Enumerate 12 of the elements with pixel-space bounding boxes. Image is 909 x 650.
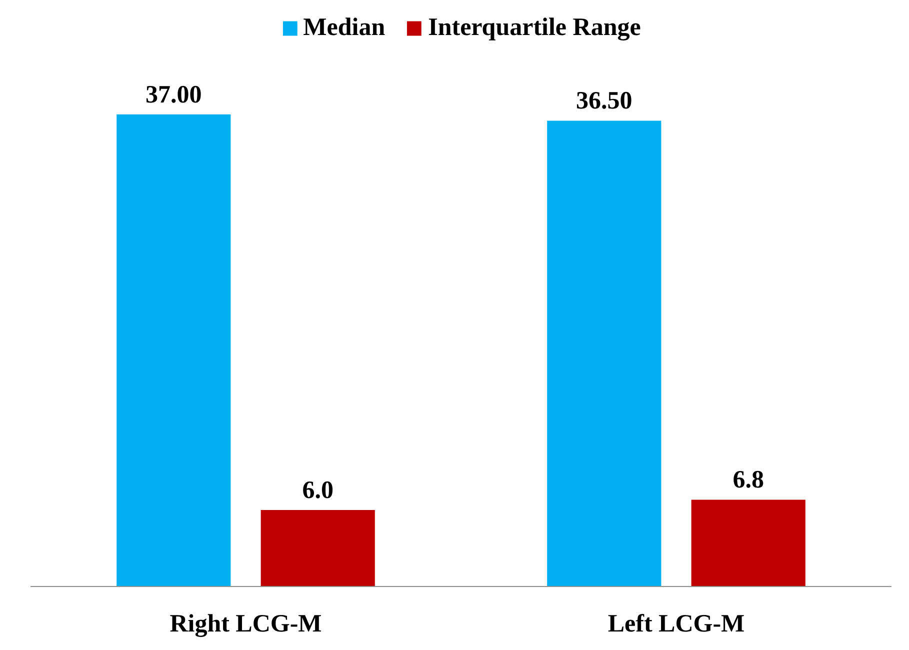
legend-label: Interquartile Range (428, 14, 641, 42)
bar (547, 120, 662, 586)
data-label: 36.50 (576, 88, 632, 115)
data-label: 37.00 (146, 81, 202, 108)
data-label: 6.0 (302, 476, 334, 504)
x-tick-label: Left LCG-M (608, 610, 745, 638)
bar (691, 500, 806, 586)
bar (116, 114, 231, 586)
bar (260, 510, 375, 586)
data-label: 6.8 (732, 466, 764, 494)
legend-label: Median (303, 14, 386, 42)
x-tick-label: Right LCG-M (170, 610, 322, 638)
